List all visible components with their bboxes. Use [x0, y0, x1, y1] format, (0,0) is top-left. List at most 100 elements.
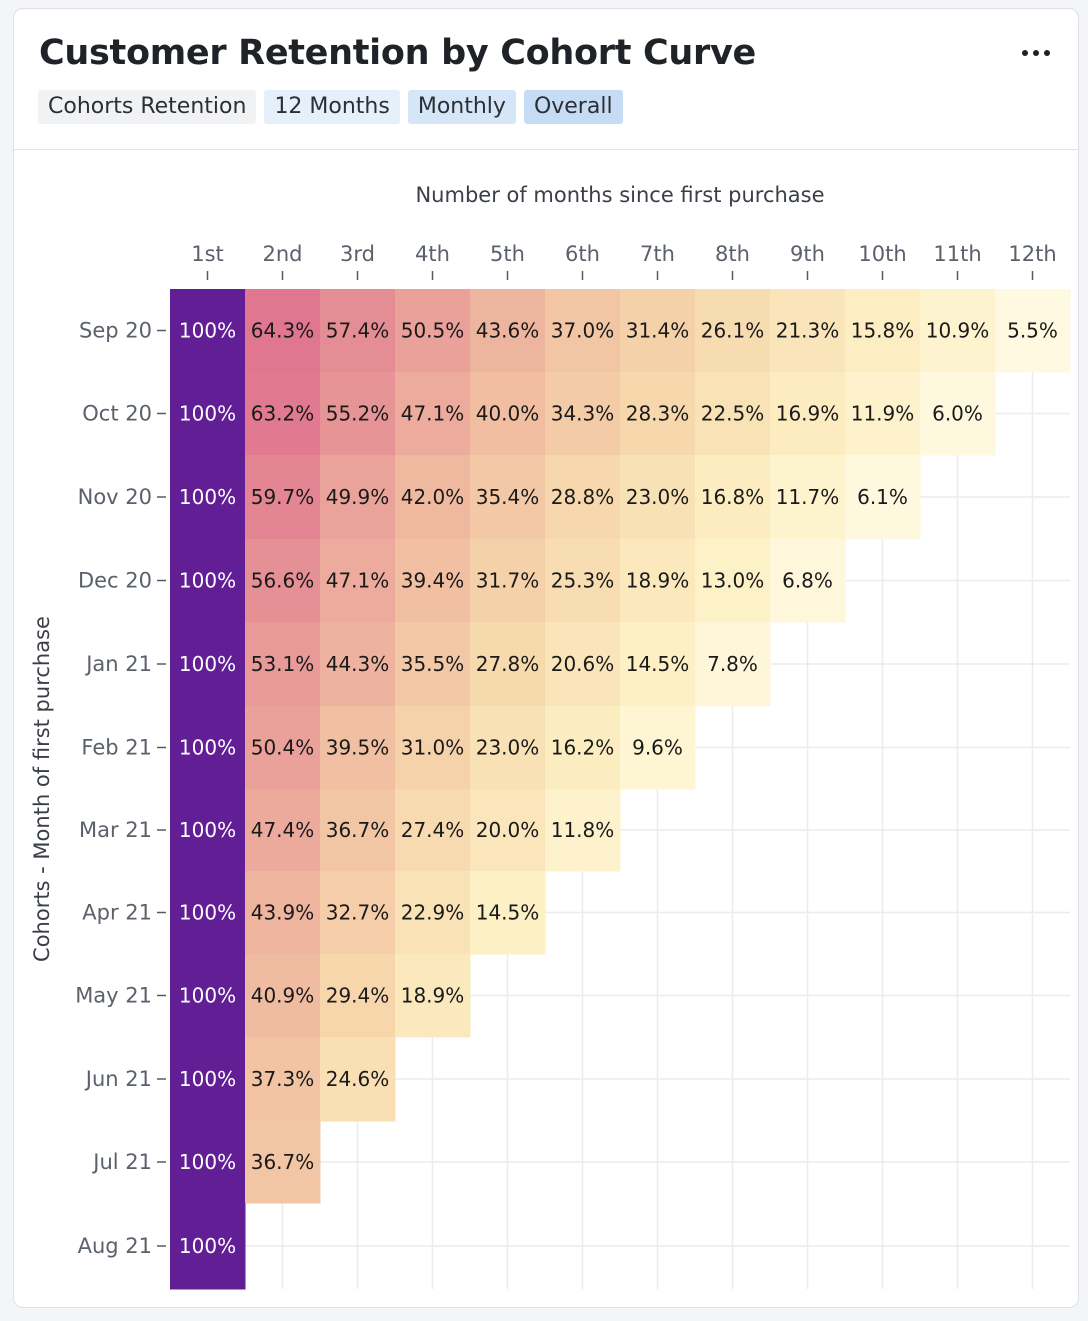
heatmap-cell[interactable]: [620, 289, 696, 373]
heatmap-cell[interactable]: [545, 289, 621, 373]
y-tick-label: Jun 21: [84, 1067, 152, 1091]
heatmap-cell[interactable]: [620, 372, 696, 456]
tag-12-months[interactable]: 12 Months: [264, 90, 400, 124]
heatmap-cell[interactable]: [170, 706, 246, 790]
heatmap-cell[interactable]: [845, 289, 921, 373]
heatmap-cell[interactable]: [245, 539, 321, 623]
heatmap-cell[interactable]: [695, 372, 771, 456]
heatmap-cell[interactable]: [545, 539, 621, 623]
heatmap-cell[interactable]: [320, 455, 396, 540]
heatmap-cell[interactable]: [245, 954, 321, 1038]
heatmap-cell[interactable]: [695, 539, 771, 623]
heatmap-cell[interactable]: [170, 789, 246, 872]
heatmap-cell[interactable]: [320, 954, 396, 1038]
heatmap-cell[interactable]: [245, 1121, 321, 1204]
heatmap-cell[interactable]: [470, 539, 546, 623]
heatmap-cell[interactable]: [395, 289, 471, 373]
heatmap-cell[interactable]: [695, 455, 771, 540]
heatmap-cell[interactable]: [245, 871, 321, 955]
cell-labels: 100% 64.3% 57.4% 50.5% 43.6% 37.0% 31.4% 26.1% 2…: [179, 319, 1058, 1259]
heatmap-cell[interactable]: [620, 455, 696, 540]
x-tick-label: 1st: [191, 242, 224, 266]
heatmap-cell[interactable]: [320, 1037, 396, 1122]
heatmap-cell[interactable]: [170, 1121, 246, 1204]
heatmap-cell[interactable]: [545, 706, 621, 790]
heatmap-cell[interactable]: [395, 622, 471, 707]
heatmap-cell[interactable]: [395, 871, 471, 955]
heatmap-cell[interactable]: [170, 539, 246, 623]
heatmap-cell[interactable]: [170, 455, 246, 540]
heatmap-cell[interactable]: [395, 539, 471, 623]
heatmap-cell[interactable]: [320, 706, 396, 790]
heatmap-cell[interactable]: [545, 789, 621, 872]
heatmap-cell[interactable]: [620, 622, 696, 707]
heatmap-cell[interactable]: [320, 289, 396, 373]
heatmap-cell[interactable]: [845, 372, 921, 456]
heatmap-cell[interactable]: [170, 372, 246, 456]
more-options-button[interactable]: [1016, 41, 1056, 65]
heatmap-cell[interactable]: [170, 1037, 246, 1122]
heatmap-cell[interactable]: [245, 289, 321, 373]
heatmap-cell[interactable]: [245, 455, 321, 540]
heatmap-cell[interactable]: [470, 871, 546, 955]
heatmap-cell[interactable]: [245, 706, 321, 790]
cell-value-label: 42.0%: [401, 485, 465, 509]
heatmap-cell[interactable]: [170, 622, 246, 707]
cell-value-label: 13.0%: [701, 569, 765, 593]
heatmap-cell[interactable]: [170, 871, 246, 955]
tag-cohorts-retention[interactable]: Cohorts Retention: [38, 90, 257, 124]
heatmap-cell[interactable]: [395, 372, 471, 456]
cell-value-label: 16.2%: [551, 736, 615, 760]
heatmap-cell[interactable]: [545, 372, 621, 456]
cell-value-label: 100%: [179, 652, 236, 676]
heatmap-cell[interactable]: [545, 455, 621, 540]
heatmap-cell[interactable]: [320, 871, 396, 955]
heatmap-cell[interactable]: [470, 289, 546, 373]
heatmap-cell[interactable]: [470, 372, 546, 456]
cell-value-label: 14.5%: [626, 652, 690, 676]
heatmap-cell[interactable]: [470, 789, 546, 872]
heatmap-cell[interactable]: [395, 789, 471, 872]
heatmap-cell[interactable]: [920, 289, 996, 373]
heatmap-cell[interactable]: [395, 455, 471, 540]
heatmap-cell[interactable]: [245, 372, 321, 456]
heatmap-cell[interactable]: [320, 539, 396, 623]
heatmap-cell[interactable]: [170, 1203, 246, 1290]
heatmap-cell[interactable]: [695, 289, 771, 373]
heatmap-cell[interactable]: [695, 622, 771, 707]
heatmap-cell[interactable]: [245, 1037, 321, 1122]
heatmap-cell[interactable]: [395, 706, 471, 790]
cell-value-label: 50.4%: [251, 736, 315, 760]
heatmap-cell[interactable]: [245, 789, 321, 872]
heatmap-cell[interactable]: [395, 954, 471, 1038]
y-tick-label: Dec 20: [78, 569, 152, 593]
heatmap-cell[interactable]: [770, 372, 846, 456]
more-horizontal-icon-dot: [1033, 50, 1039, 56]
heatmap-cell[interactable]: [620, 539, 696, 623]
heatmap-cell[interactable]: [470, 622, 546, 707]
tag-monthly[interactable]: Monthly: [407, 90, 516, 124]
cell-value-label: 100%: [179, 1234, 236, 1258]
heatmap-cell[interactable]: [545, 622, 621, 707]
heatmap-cell[interactable]: [845, 455, 921, 540]
heatmap-cell[interactable]: [170, 954, 246, 1038]
cell-value-label: 55.2%: [326, 402, 390, 426]
heatmap-cell[interactable]: [245, 622, 321, 707]
heatmap-cell[interactable]: [770, 289, 846, 373]
heatmap-cell[interactable]: [320, 622, 396, 707]
heatmap-cell[interactable]: [170, 289, 246, 373]
heatmap-cell[interactable]: [320, 372, 396, 456]
heatmap-cell[interactable]: [770, 539, 846, 623]
cell-value-label: 47.1%: [326, 569, 390, 593]
cell-value-label: 21.3%: [776, 319, 840, 343]
heatmap-cell[interactable]: [770, 455, 846, 540]
heatmap-cell[interactable]: [470, 706, 546, 790]
heatmap-cell[interactable]: [470, 455, 546, 540]
heatmap-cell[interactable]: [920, 372, 996, 456]
heatmap-cell[interactable]: [995, 289, 1071, 373]
cell-value-label: 100%: [179, 818, 236, 842]
cell-value-label: 16.9%: [776, 402, 840, 426]
tag-overall[interactable]: Overall: [523, 90, 623, 124]
heatmap-cell[interactable]: [620, 706, 696, 790]
heatmap-cell[interactable]: [320, 789, 396, 872]
